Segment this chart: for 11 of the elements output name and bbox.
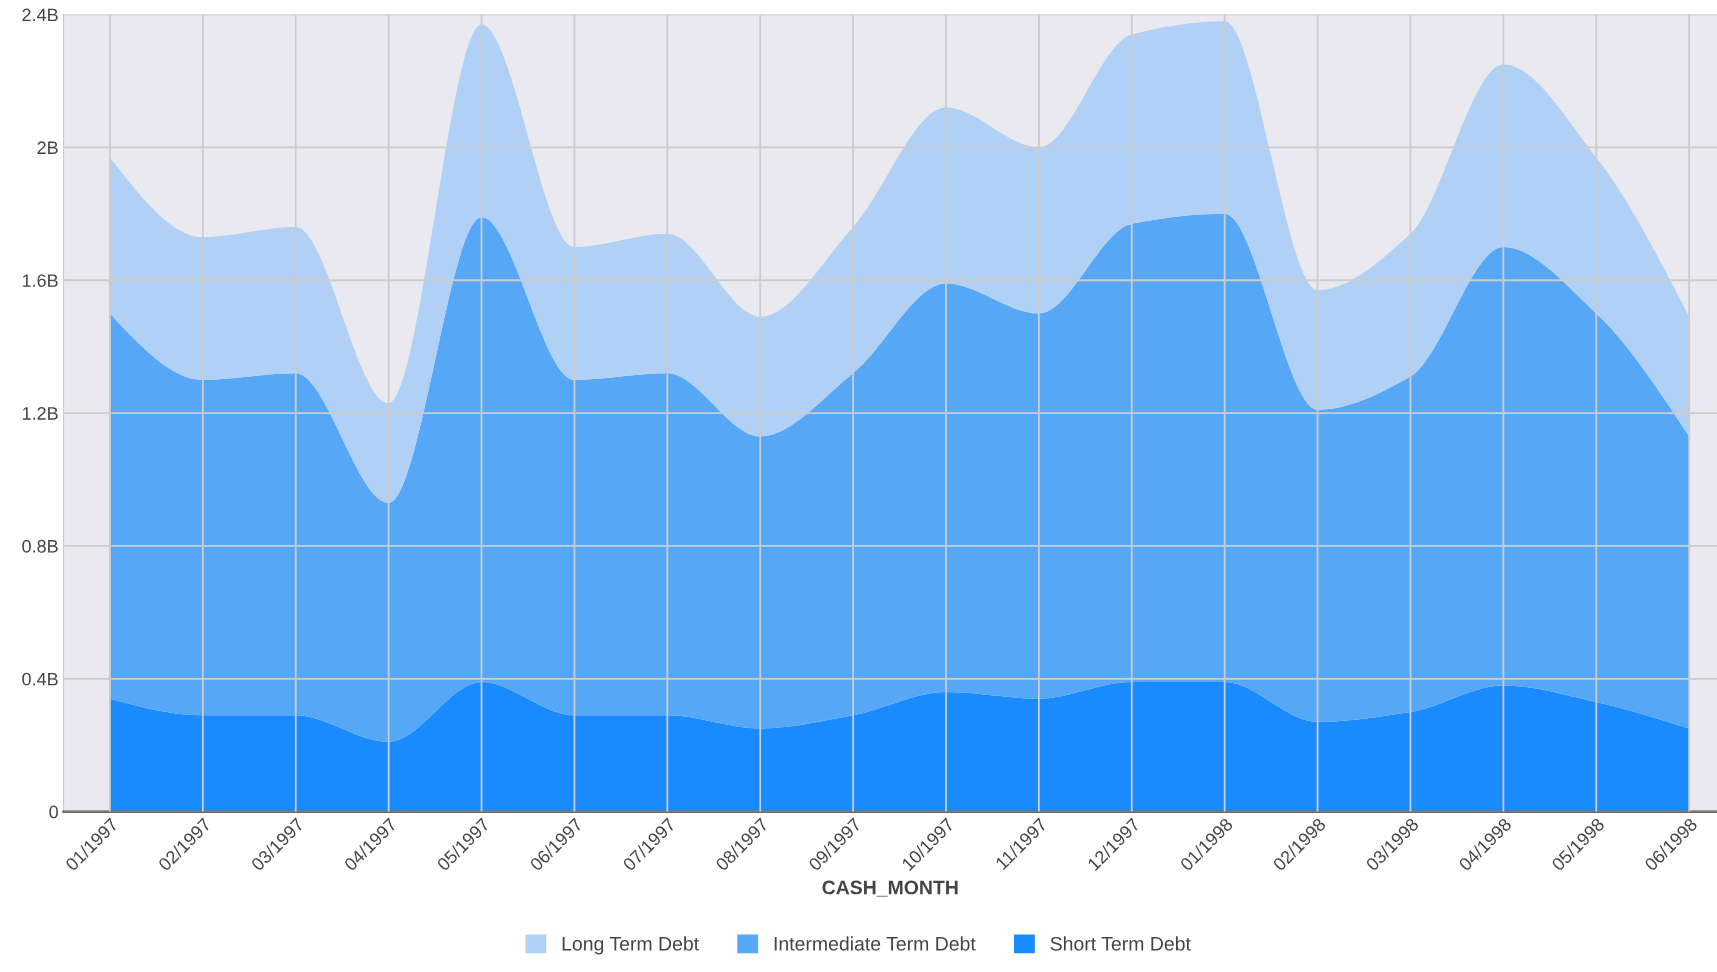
legend-label: Long Term Debt [562,936,699,955]
y-tick-label: 2B [37,141,58,154]
y-tick-label: 1.2B [22,407,58,420]
y-tick-label: 0.4B [22,672,58,686]
y-tick-label: 1.6B [22,274,58,287]
y-tick-label: 0.8B [22,539,58,553]
y-tick-label: 2.4B [22,8,58,22]
y-tick-label: 0 [49,805,58,819]
legend-label: Short Term Debt [1050,936,1191,951]
legend-label: Intermediate Term Debt [774,936,976,951]
x-axis-title: CASH_MONTH [822,880,958,897]
